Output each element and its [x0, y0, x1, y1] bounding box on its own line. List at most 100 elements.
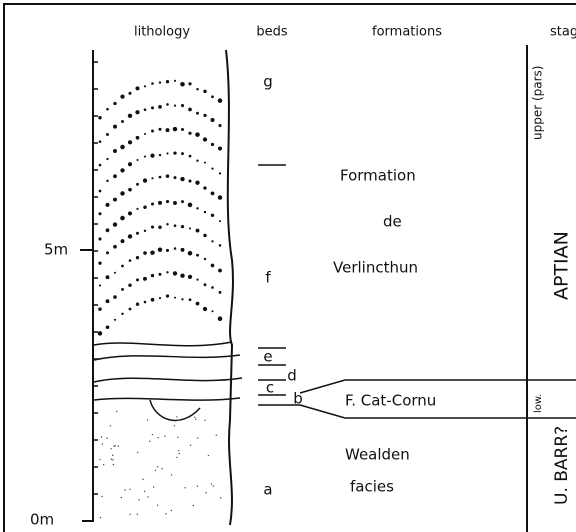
lithology-pattern: [98, 80, 223, 519]
stage-label: APTIAN: [551, 231, 573, 300]
bed-label: f: [265, 269, 271, 287]
dot: [174, 297, 176, 299]
bed-label: e: [263, 348, 272, 366]
dot: [211, 483, 212, 484]
dot: [121, 120, 124, 123]
dot: [153, 486, 154, 487]
dot: [144, 491, 145, 492]
dot: [174, 105, 176, 107]
dot: [194, 417, 195, 418]
dot: [211, 214, 214, 217]
dot: [166, 249, 169, 252]
dot: [164, 436, 165, 437]
dot: [213, 485, 214, 486]
dot: [166, 103, 169, 106]
dot: [196, 229, 200, 233]
dot: [143, 206, 146, 209]
dot: [112, 455, 113, 456]
dot: [188, 108, 192, 112]
dot: [124, 489, 125, 490]
dot: [151, 130, 154, 133]
dot: [128, 211, 132, 215]
dot: [193, 505, 194, 506]
dot: [189, 298, 192, 301]
dot: [158, 226, 161, 229]
dot: [102, 443, 103, 444]
dot: [159, 273, 162, 276]
formation-label: F. Cat-Cornu: [345, 392, 436, 410]
dot: [128, 188, 132, 192]
dot: [115, 445, 116, 446]
dot: [203, 114, 206, 117]
dot: [143, 251, 147, 255]
scale-label: 0m: [30, 511, 54, 529]
dot: [173, 271, 177, 275]
dot: [196, 279, 198, 281]
dot: [135, 110, 139, 114]
dot: [159, 297, 161, 299]
dot: [136, 278, 139, 281]
dot: [155, 470, 156, 471]
bed-label: c: [266, 379, 274, 397]
dot: [106, 180, 108, 182]
stratigraphic-column: lithology beds formations stages 5m 0m g…: [0, 0, 576, 532]
dot: [99, 140, 102, 143]
dot: [113, 149, 117, 153]
dot: [128, 92, 131, 95]
dot: [151, 226, 154, 229]
dot: [151, 82, 154, 85]
dot: [181, 104, 184, 107]
dot: [128, 283, 131, 286]
dot: [174, 425, 175, 426]
dot: [120, 216, 125, 221]
dot: [159, 154, 161, 156]
dot: [120, 145, 125, 150]
dot: [208, 455, 209, 456]
dot: [171, 474, 172, 475]
dot: [110, 448, 111, 449]
dot: [129, 514, 130, 515]
dot: [189, 155, 192, 158]
dot: [99, 284, 101, 286]
dot: [174, 247, 177, 250]
dot: [151, 106, 154, 109]
dot: [203, 90, 206, 93]
dot: [188, 180, 191, 183]
dot: [196, 160, 198, 162]
dot: [190, 444, 191, 445]
dot: [136, 232, 139, 235]
dot: [113, 295, 117, 299]
dot: [211, 143, 214, 146]
dot: [157, 505, 158, 506]
dot: [106, 299, 110, 303]
dot: [121, 239, 125, 243]
dot: [188, 203, 193, 208]
dot: [204, 420, 205, 421]
dot: [211, 167, 213, 169]
dot: [137, 514, 138, 515]
dot: [218, 124, 221, 127]
dot: [196, 302, 200, 306]
stage-label: low.: [533, 394, 544, 413]
dot: [111, 459, 112, 460]
dot: [189, 227, 191, 229]
dot: [218, 269, 222, 273]
dot: [203, 186, 206, 189]
dot: [106, 203, 110, 207]
dot: [158, 105, 162, 109]
dot: [116, 411, 117, 412]
dot: [188, 251, 193, 256]
dot: [136, 159, 138, 161]
dot: [166, 294, 169, 297]
dot: [120, 168, 124, 172]
dot: [166, 223, 168, 225]
dot: [157, 437, 158, 438]
dot: [173, 201, 177, 205]
dot: [211, 192, 215, 196]
dot: [129, 259, 132, 262]
dot: [188, 275, 192, 279]
dot: [106, 108, 109, 111]
dot: [106, 325, 110, 329]
dot: [219, 220, 221, 222]
dot: [166, 128, 170, 132]
